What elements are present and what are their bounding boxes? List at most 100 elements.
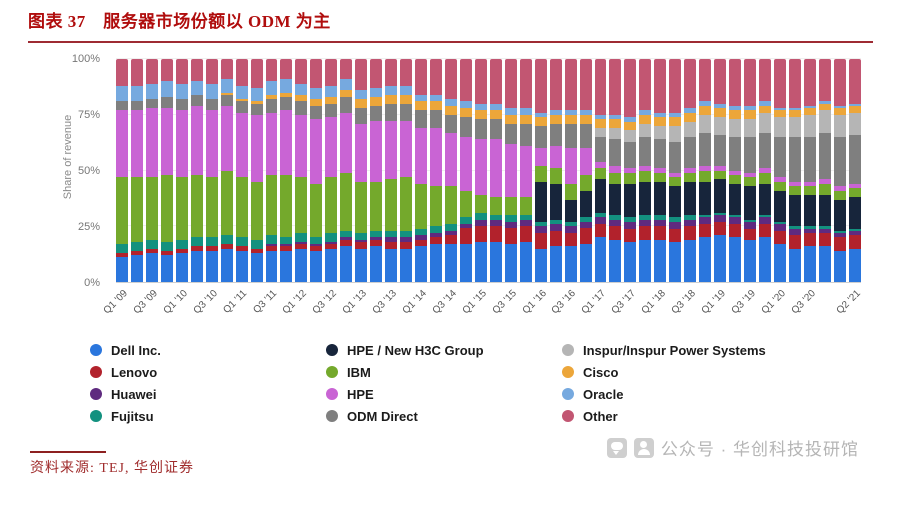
bar-segment-hpe-new-h3c-group (579, 190, 592, 218)
bar-segment-inspur-inspur-power-systems (833, 114, 846, 138)
bar-segment-oracle (803, 105, 816, 109)
legend-column: Dell Inc. Lenovo Huawei Fujitsu (90, 339, 326, 427)
bar-segment-oracle (474, 103, 487, 111)
bar-segment-oracle (564, 110, 577, 115)
bar-segment-dell-inc (190, 250, 203, 282)
bar-segment-other (773, 59, 786, 109)
bar-segment-other (669, 59, 682, 113)
bar-segment-ibm (639, 170, 652, 182)
x-tick-slot: Q1 '14 (400, 285, 428, 333)
bar-segment-cisco (355, 99, 368, 109)
bar-segment-dell-inc (818, 246, 831, 282)
bar-segment-odm-direct (235, 101, 248, 113)
x-tick-slot: Q3 '18 (670, 285, 698, 333)
bar-segment-other (684, 59, 697, 109)
bar-segment-lenovo (385, 241, 398, 249)
bar-segment-cisco (265, 94, 278, 100)
bar-segment-other (609, 59, 622, 115)
legend-swatch-odm-direct (326, 410, 338, 422)
bar-segment-hpe (848, 183, 861, 189)
bar-segment-hpe-new-h3c-group (758, 183, 771, 216)
bar-segment-inspur-inspur-power-systems (684, 121, 697, 138)
bar-segment-huawei (370, 237, 383, 240)
legend-label: Fujitsu (111, 408, 154, 424)
legend-swatch-oracle (562, 388, 574, 400)
bar-segment-fujitsu (220, 235, 233, 245)
bar-segment-ibm (714, 170, 727, 180)
bar-segment-other (639, 59, 652, 111)
bar-segment-dell-inc (639, 239, 652, 282)
legend-item-lenovo: Lenovo (90, 361, 326, 383)
bar-segment-dell-inc (744, 239, 756, 282)
legend-item-ibm: IBM (326, 361, 562, 383)
bar-segment-hpe (280, 110, 293, 175)
bar-segment-other (175, 59, 188, 84)
bar-segment-ibm (325, 177, 338, 233)
bar-segment-ibm (669, 177, 682, 187)
bar-segment-odm-direct (699, 132, 712, 167)
bar-segment-oracle (833, 105, 846, 109)
bar-segment-odm-direct (400, 103, 413, 122)
bar-segment-ibm (430, 186, 442, 227)
bar-segment-inspur-inspur-power-systems (714, 117, 727, 135)
bar-segment-dell-inc (355, 248, 368, 282)
legend-column: Inspur/Inspur Power Systems Cisco Oracle Ot… (562, 339, 798, 427)
bar-column-q2-21 (848, 59, 861, 282)
bar-segment-other (280, 59, 293, 80)
bar-segment-huawei (265, 244, 278, 247)
bar-segment-fujitsu (325, 232, 338, 242)
bar-segment-oracle (459, 101, 472, 109)
bar-column-q1-09 (116, 59, 128, 282)
bar-segment-hpe-new-h3c-group (639, 181, 652, 216)
bar-segment-other (205, 59, 218, 84)
bar-segment-other (340, 59, 353, 80)
bar-segment-hpe (310, 119, 323, 184)
bar-segment-odm-direct (848, 134, 861, 184)
bar-segment-other (444, 59, 457, 100)
bar-segment-dell-inc (833, 250, 846, 282)
bar-column-q4-18 (699, 59, 712, 282)
bar-segment-odm-direct (639, 137, 652, 167)
bar-segment-ibm (205, 177, 218, 238)
legend-label: HPE / New H3C Group (347, 342, 484, 358)
legend-item-other: Other (562, 405, 798, 427)
bar-segment-cisco (295, 94, 308, 102)
bar-segment-oracle (714, 103, 727, 109)
bar-segment-huawei (594, 217, 607, 225)
bar-segment-huawei (669, 221, 682, 229)
bar-segment-odm-direct (758, 132, 771, 169)
bar-segment-inspur-inspur-power-systems (758, 112, 771, 133)
x-tick-slot: Q1 '09 (101, 285, 129, 333)
bar-segment-lenovo (744, 228, 756, 240)
bar-segment-hpe-new-h3c-group (549, 183, 562, 220)
x-tick-slot: Q1 '17 (580, 285, 608, 333)
bar-segment-huawei (444, 230, 457, 236)
bar-segment-ibm (549, 168, 562, 184)
bar-segment-huawei (564, 226, 577, 233)
x-tick-slot: Q1 '10 (161, 285, 189, 333)
x-tick-slot: Q3 '14 (430, 285, 458, 333)
legend-label: HPE (347, 386, 374, 402)
bar-column-q1-10 (175, 59, 188, 282)
bar-column-q2-18 (669, 59, 682, 282)
bar-segment-ibm (160, 175, 173, 242)
bar-segment-odm-direct (519, 123, 532, 147)
bar-segment-cisco (325, 96, 338, 104)
bars (116, 59, 861, 282)
legend-swatch-other (562, 410, 574, 422)
bar-segment-fujitsu (280, 237, 293, 245)
bar-segment-ibm (145, 177, 158, 240)
bar-segment-cisco (564, 114, 577, 124)
bar-segment-lenovo (145, 248, 158, 254)
bar-segment-oracle (729, 105, 742, 111)
bar-segment-fujitsu (205, 237, 218, 247)
bar-segment-dell-inc (609, 239, 622, 282)
source-note: 资料来源: TEJ, 华创证券 (30, 461, 194, 476)
bar-segment-fujitsu (609, 215, 622, 220)
bar-segment-fujitsu (564, 221, 577, 227)
bar-segment-lenovo (205, 246, 218, 251)
legend-label: IBM (347, 364, 371, 380)
bar-segment-dell-inc (534, 248, 547, 282)
bar-segment-ibm (833, 190, 846, 200)
bar-segment-dell-inc (564, 246, 577, 282)
